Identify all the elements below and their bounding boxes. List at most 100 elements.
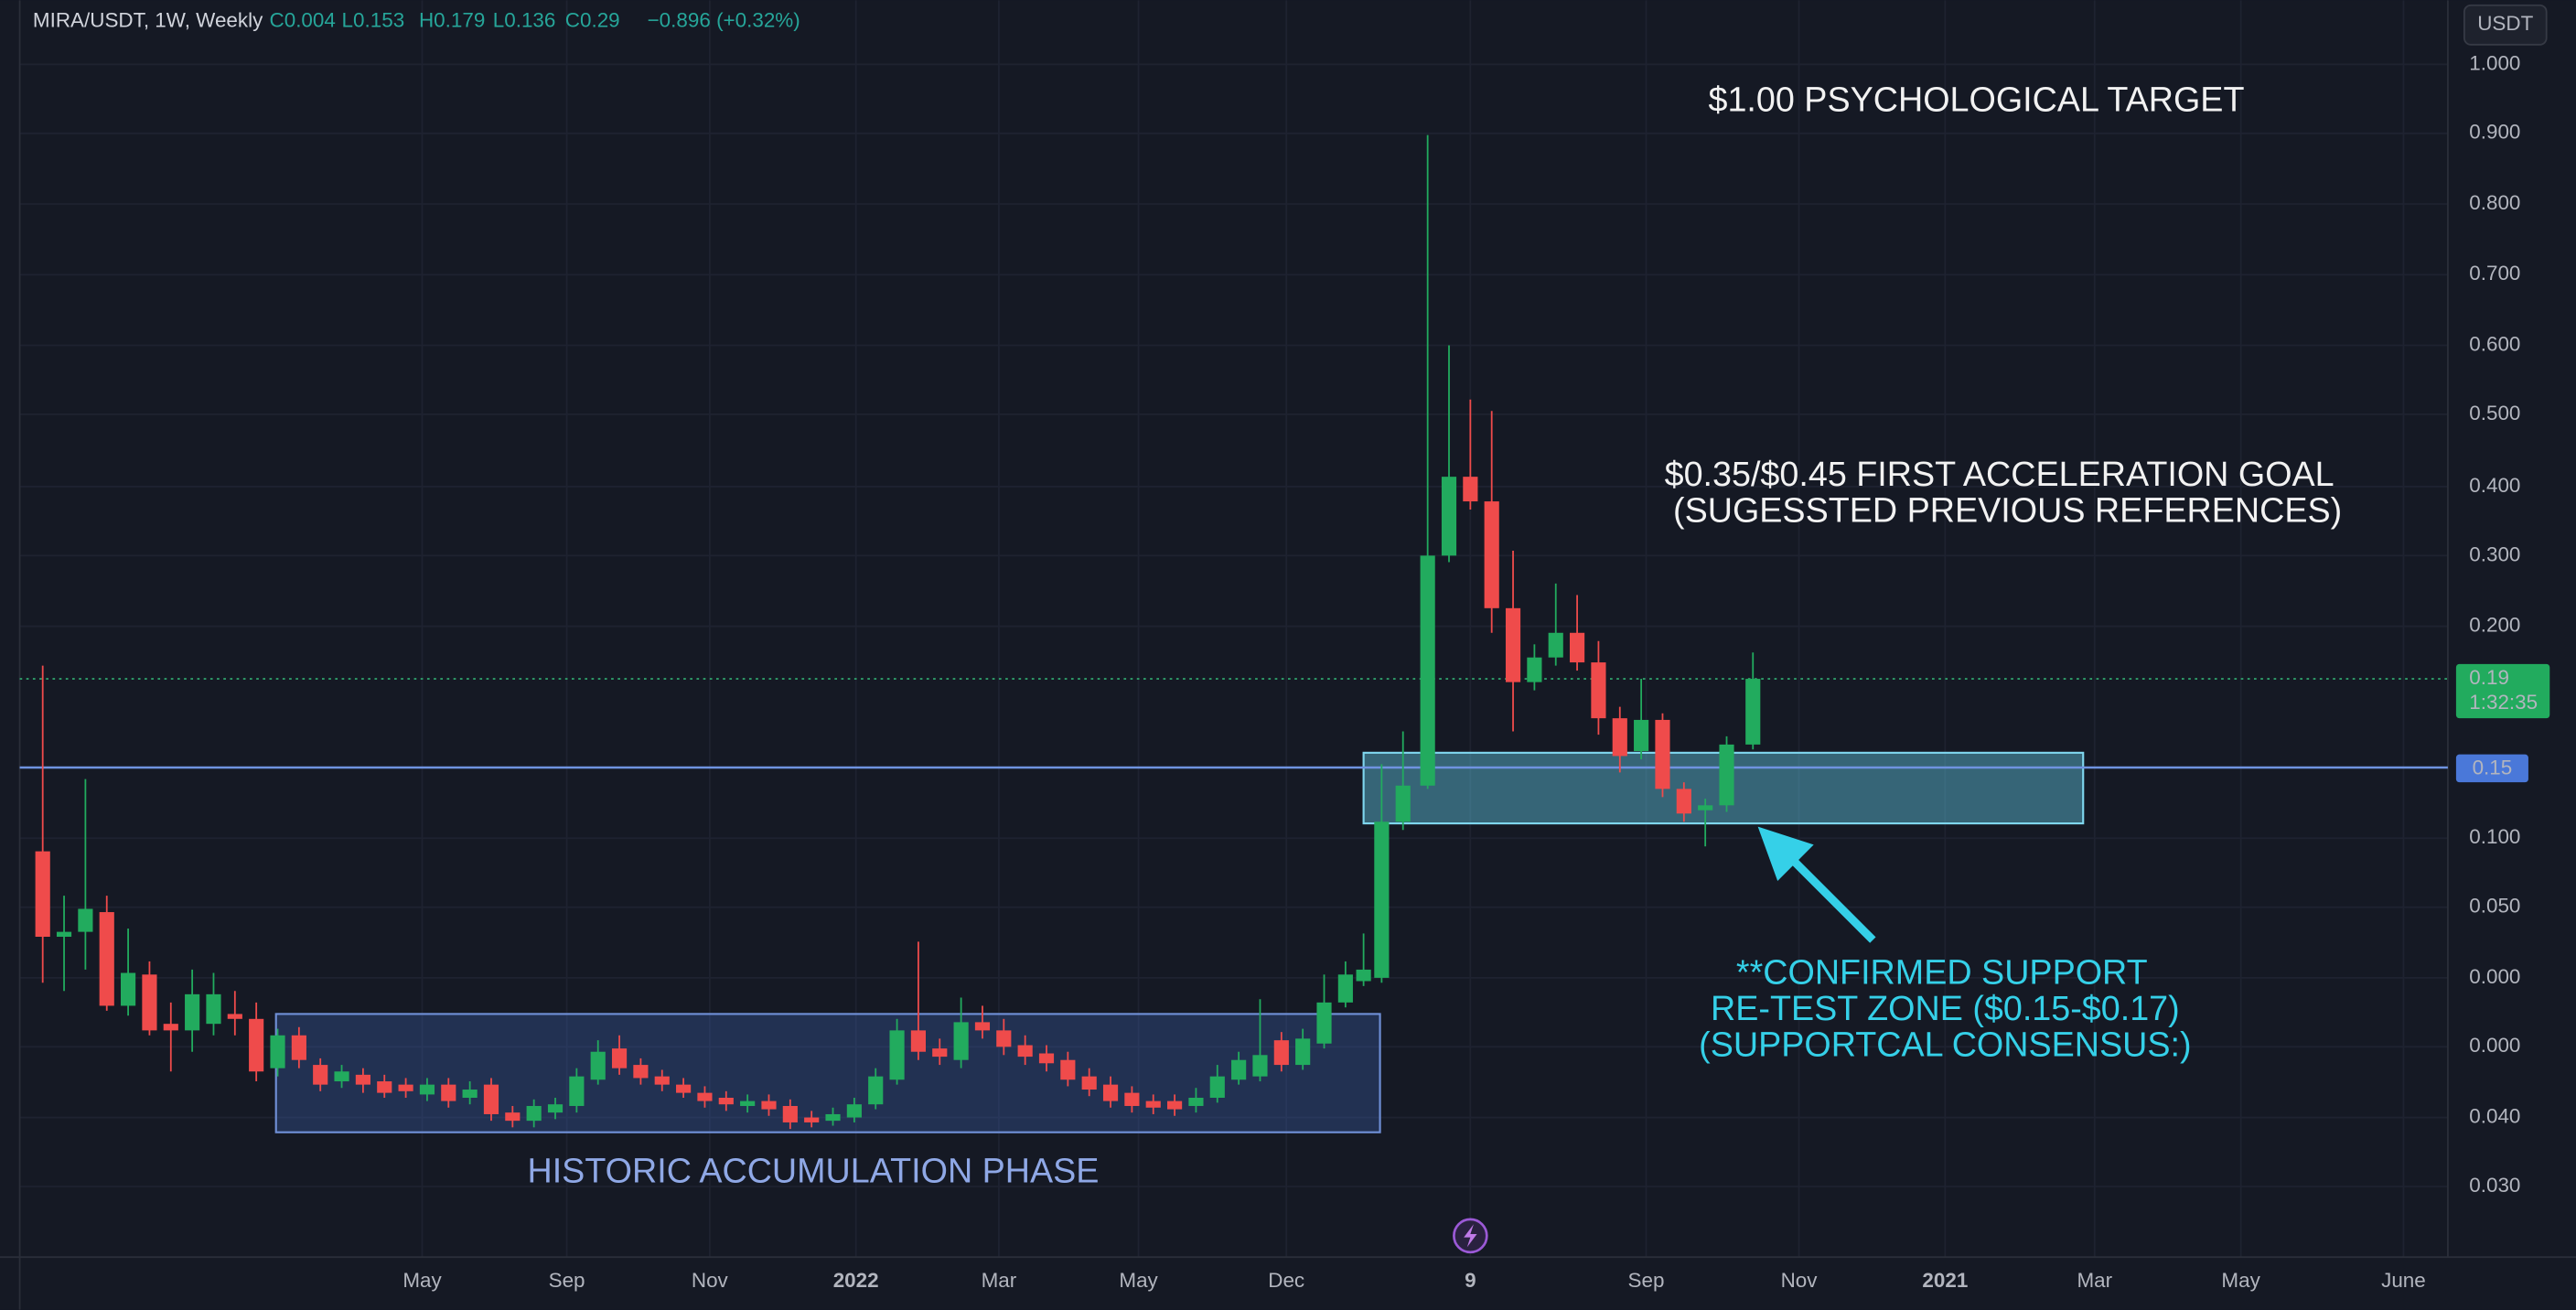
candle bbox=[505, 1105, 521, 1128]
candle bbox=[569, 1068, 585, 1113]
header-field: L0.153 bbox=[342, 9, 405, 32]
time-axis-label: May bbox=[1119, 1269, 1158, 1292]
candle-body bbox=[1102, 1084, 1119, 1101]
currency-label[interactable]: USDT bbox=[2477, 12, 2533, 35]
candle bbox=[1420, 134, 1435, 789]
candle bbox=[1745, 652, 1761, 750]
candle bbox=[78, 778, 93, 970]
candle-body bbox=[569, 1076, 585, 1106]
candle-body bbox=[1591, 662, 1606, 719]
candle bbox=[142, 961, 157, 1036]
candle-body bbox=[1463, 477, 1478, 502]
candle-body bbox=[1167, 1101, 1183, 1110]
candle bbox=[1295, 1028, 1311, 1070]
candle-body bbox=[611, 1048, 628, 1068]
header-field: C0.004 bbox=[270, 9, 336, 32]
candle bbox=[313, 1058, 328, 1091]
candle-body bbox=[99, 912, 114, 1006]
candle-body bbox=[1337, 974, 1353, 1003]
candle bbox=[121, 929, 136, 1016]
candle-body bbox=[1124, 1092, 1140, 1106]
time-axis-label: June bbox=[2381, 1269, 2426, 1292]
currency-button[interactable] bbox=[2463, 4, 2548, 46]
price-axis-label: 0.040 bbox=[2469, 1104, 2520, 1127]
candle-body bbox=[1316, 1002, 1332, 1044]
candle-body bbox=[697, 1092, 713, 1101]
candle-body bbox=[270, 1035, 285, 1068]
price-axis-label: 0.050 bbox=[2469, 895, 2520, 918]
candle bbox=[697, 1086, 713, 1108]
candle bbox=[590, 1040, 606, 1085]
candle bbox=[740, 1094, 756, 1113]
candle-body bbox=[718, 1098, 734, 1105]
candle bbox=[1655, 713, 1670, 798]
candle bbox=[1548, 583, 1563, 666]
time-axis-label: Nov bbox=[1781, 1269, 1819, 1292]
candle bbox=[889, 1018, 905, 1085]
candle-body bbox=[804, 1117, 820, 1122]
candle-body bbox=[121, 972, 136, 1006]
candle bbox=[419, 1078, 435, 1101]
candle-body bbox=[78, 908, 93, 932]
candle-body bbox=[974, 1022, 991, 1031]
candle-body bbox=[206, 993, 221, 1025]
candle bbox=[1038, 1045, 1055, 1072]
candle-body bbox=[1273, 1040, 1289, 1066]
candle bbox=[35, 665, 50, 983]
price-axis-label: 0.100 bbox=[2469, 825, 2520, 848]
candle bbox=[804, 1111, 820, 1128]
candle bbox=[185, 969, 200, 1052]
candle bbox=[1570, 595, 1585, 671]
candle bbox=[633, 1058, 649, 1085]
candle bbox=[483, 1078, 499, 1122]
time-axis-label: May bbox=[402, 1269, 442, 1292]
candle bbox=[996, 1018, 1012, 1056]
candles bbox=[35, 134, 1761, 1130]
candle bbox=[334, 1065, 349, 1089]
candle-body bbox=[1231, 1059, 1247, 1080]
candle-body bbox=[56, 931, 72, 937]
candle-body bbox=[1081, 1076, 1097, 1090]
price-axis-label: 0.200 bbox=[2469, 613, 2520, 636]
candle bbox=[718, 1090, 734, 1111]
candle-body bbox=[1441, 477, 1457, 556]
candle bbox=[56, 896, 72, 992]
candle bbox=[761, 1094, 777, 1116]
candle-body bbox=[1655, 719, 1670, 789]
time-axis-label: Sep bbox=[1628, 1269, 1665, 1292]
candle-body bbox=[825, 1113, 841, 1122]
candle-body bbox=[1745, 679, 1761, 745]
grid bbox=[19, 0, 2448, 1258]
event-icon[interactable] bbox=[1453, 1218, 1488, 1254]
candle bbox=[1102, 1076, 1119, 1108]
price-axis-label: 0.000 bbox=[2469, 1034, 2520, 1057]
candle-body bbox=[355, 1074, 370, 1085]
last-price-badge bbox=[2455, 663, 2550, 719]
candle bbox=[1356, 933, 1371, 986]
time-axis-label: May bbox=[2221, 1269, 2260, 1292]
candle bbox=[1273, 1032, 1289, 1072]
candle bbox=[1719, 736, 1734, 812]
candle-body bbox=[1634, 719, 1649, 752]
candle bbox=[1060, 1051, 1076, 1087]
candle-body bbox=[1698, 805, 1713, 811]
goal-annotation: $0.35/$0.45 FIRST ACCELERATION GOAL bbox=[1665, 455, 2334, 493]
candle-body bbox=[868, 1076, 884, 1105]
candle bbox=[974, 1005, 991, 1039]
candle-body bbox=[1356, 969, 1371, 982]
event-bolt[interactable] bbox=[1464, 1224, 1477, 1248]
candle bbox=[676, 1078, 692, 1098]
time-axis-label: 2021 bbox=[1922, 1269, 1968, 1292]
candle-body bbox=[590, 1051, 606, 1080]
time-axis-label: Mar bbox=[2077, 1269, 2112, 1292]
candle bbox=[1017, 1035, 1033, 1066]
price-axis-label: 0.030 bbox=[2469, 1174, 2520, 1197]
candle-body bbox=[419, 1084, 435, 1095]
candle-body bbox=[1420, 555, 1435, 786]
header-field: H0.179 bbox=[419, 9, 485, 32]
candle-body bbox=[1252, 1055, 1268, 1077]
header-field: L0.136 bbox=[493, 9, 556, 32]
time-axis-label: 2022 bbox=[833, 1269, 879, 1292]
candle bbox=[1209, 1065, 1225, 1103]
candle-body bbox=[1038, 1053, 1055, 1064]
